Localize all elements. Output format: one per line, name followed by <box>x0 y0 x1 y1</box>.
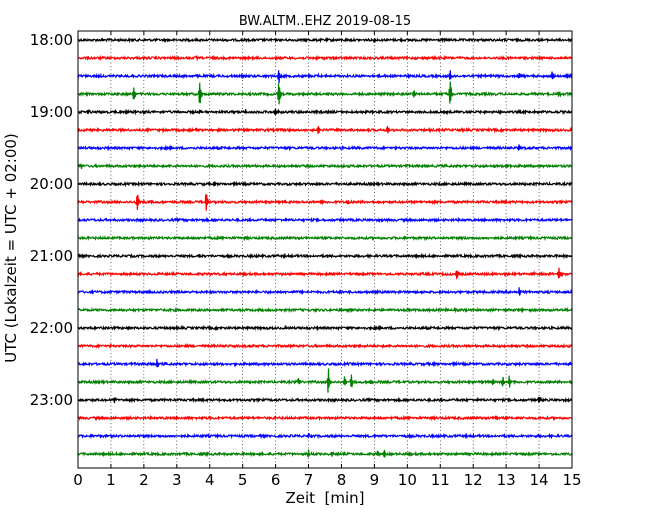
seismic-trace <box>77 36 573 44</box>
x-tick-label: 11 <box>431 471 450 489</box>
seismic-trace <box>77 126 573 134</box>
x-tick-label: 2 <box>139 471 149 489</box>
y-tick-label: 21:00 <box>30 247 73 265</box>
x-tick-label: 0 <box>73 471 83 489</box>
seismic-trace <box>77 306 573 314</box>
chart-title: BW.ALTM..EHZ 2019-08-15 <box>239 14 411 29</box>
seismic-trace <box>77 414 573 422</box>
x-tick-label: 8 <box>337 471 347 489</box>
x-tick-label: 12 <box>464 471 483 489</box>
x-tick-label: 15 <box>562 471 581 489</box>
seismic-trace <box>77 144 573 152</box>
seismic-trace <box>77 54 573 62</box>
seismic-trace <box>77 252 573 260</box>
seismic-trace <box>77 287 573 296</box>
seismic-trace <box>77 358 573 368</box>
seismic-traces <box>77 36 573 458</box>
x-tick-label: 5 <box>238 471 248 489</box>
x-gridlines <box>110 31 540 468</box>
x-axis-label: Zeit [min] <box>285 489 364 507</box>
seismic-trace <box>77 396 573 404</box>
x-tick-label: 6 <box>271 471 281 489</box>
seismic-trace <box>77 234 573 242</box>
x-tick-label: 13 <box>497 471 516 489</box>
seismic-trace <box>77 81 573 105</box>
seismic-trace <box>77 267 573 280</box>
seismic-trace <box>77 368 573 393</box>
y-tick-label: 18:00 <box>30 31 73 49</box>
seismic-trace <box>77 324 573 332</box>
seismic-trace <box>77 70 573 84</box>
y-tick-label: 19:00 <box>30 103 73 121</box>
seismic-trace <box>77 449 573 458</box>
seismic-trace <box>77 432 573 440</box>
seismic-trace <box>77 162 573 170</box>
x-tick-label: 7 <box>304 471 314 489</box>
seismic-trace <box>77 342 573 350</box>
plot-frame <box>77 30 573 469</box>
seismic-trace <box>77 108 573 116</box>
axis-ticks: 0 1 2 3 4 5 6 7 8 9 10 11 12 13 14 1518:0019:0020:0021:… <box>30 31 582 489</box>
y-tick-label: 20:00 <box>30 175 73 193</box>
x-tick-label: 10 <box>398 471 417 489</box>
seismic-trace <box>77 194 573 211</box>
y-tick-label: 23:00 <box>30 391 73 409</box>
seismic-trace <box>77 216 573 224</box>
y-tick-label: 22:00 <box>30 319 73 337</box>
x-tick-label: 4 <box>205 471 215 489</box>
seismic-trace <box>77 180 573 188</box>
y-axis-label: UTC (Lokalzeit = UTC + 02:00) <box>2 133 20 363</box>
x-tick-label: 9 <box>370 471 380 489</box>
x-tick-label: 1 <box>106 471 116 489</box>
x-tick-label: 14 <box>530 471 549 489</box>
x-tick-label: 3 <box>172 471 182 489</box>
